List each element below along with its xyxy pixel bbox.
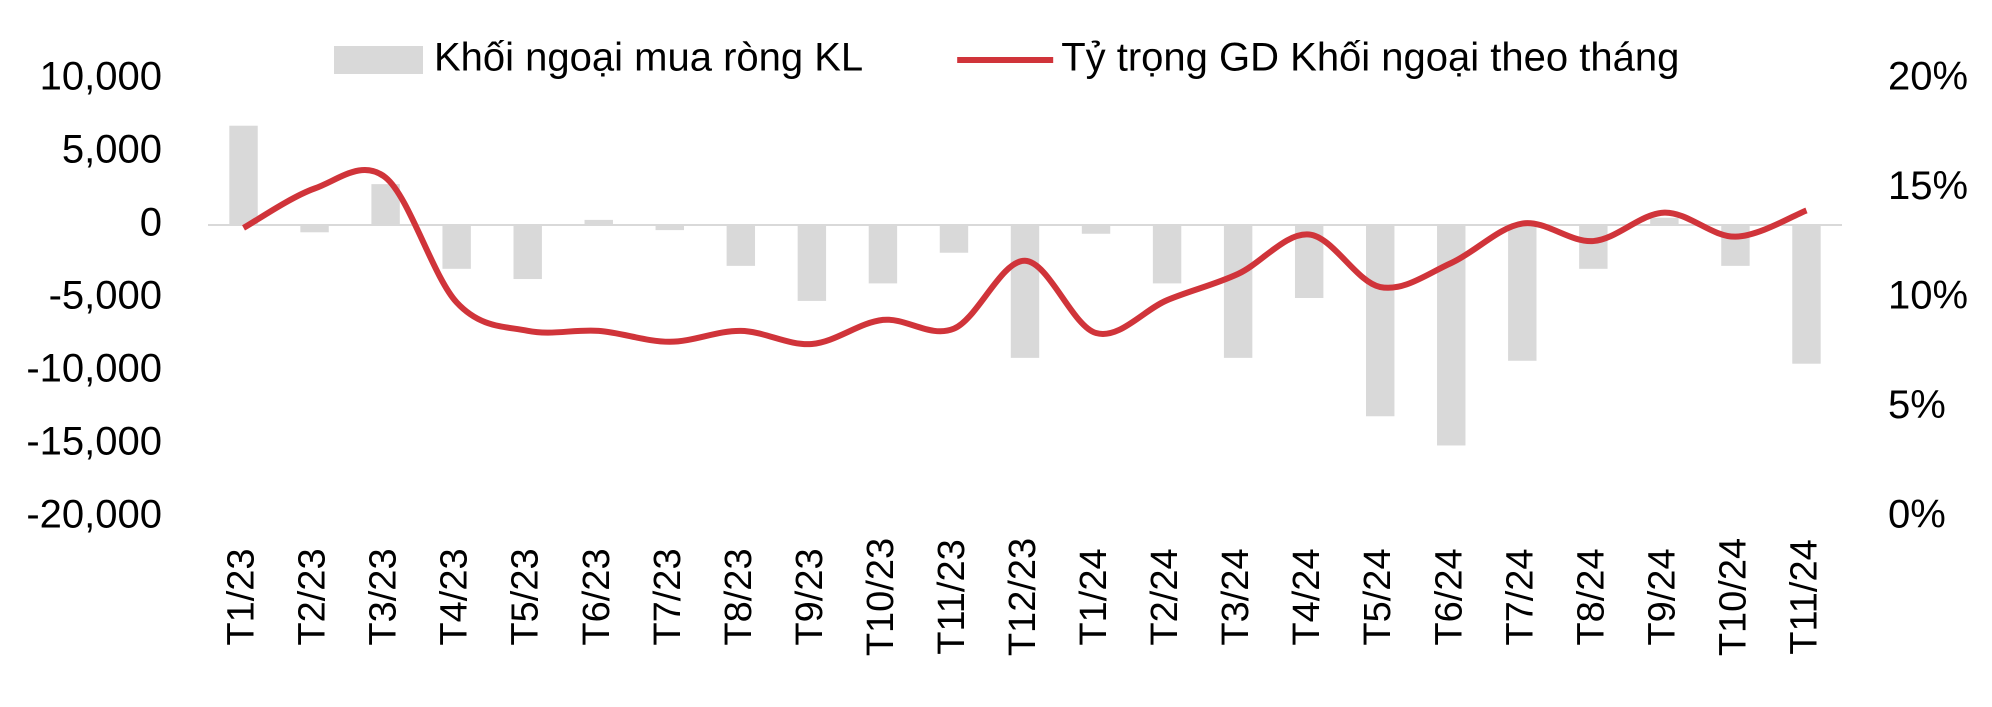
y-tick-label: -15,000 bbox=[26, 420, 162, 464]
x-tick-label: T9/24 bbox=[1641, 548, 1683, 645]
y-tick-label: 10,000 bbox=[40, 55, 162, 99]
x-tick-label: T9/23 bbox=[789, 548, 831, 645]
bar bbox=[726, 225, 756, 266]
y2-tick-label: 15% bbox=[1888, 164, 1968, 208]
bar bbox=[797, 225, 827, 301]
legend-label: Tỷ trọng GD Khối ngoại theo tháng bbox=[1061, 36, 1679, 80]
x-tick-label: T1/24 bbox=[1073, 548, 1115, 645]
bar bbox=[584, 219, 613, 225]
x-tick-label: T7/23 bbox=[647, 548, 689, 645]
x-tick-label: T3/23 bbox=[363, 548, 405, 645]
y2-tick-label: 20% bbox=[1888, 55, 1968, 99]
bar bbox=[513, 225, 542, 280]
bar bbox=[1223, 225, 1253, 358]
bar bbox=[1152, 225, 1182, 284]
x-tick-label: T4/23 bbox=[434, 548, 476, 645]
x-tick-label: T2/24 bbox=[1144, 548, 1186, 645]
x-tick-label: T11/23 bbox=[931, 539, 973, 654]
bar bbox=[442, 225, 471, 269]
x-tick-label: T6/23 bbox=[576, 548, 618, 645]
bar bbox=[1792, 225, 1821, 364]
y2-tick-label: 10% bbox=[1888, 274, 1968, 318]
x-tick-label: T7/24 bbox=[1499, 548, 1541, 645]
x-tick-label: T5/23 bbox=[505, 548, 547, 645]
x-tick-label: T8/24 bbox=[1570, 548, 1612, 645]
bar bbox=[1081, 225, 1111, 234]
bar bbox=[300, 225, 329, 233]
bar bbox=[655, 225, 684, 231]
y-tick-label: -10,000 bbox=[26, 347, 162, 391]
x-tick-label: T12/23 bbox=[1002, 538, 1044, 656]
y-tick-label: -5,000 bbox=[49, 274, 162, 318]
legend-swatch bbox=[334, 46, 423, 74]
x-tick-label: T11/24 bbox=[1784, 539, 1826, 654]
bar bbox=[1579, 225, 1608, 269]
y2-tick-label: 5% bbox=[1888, 383, 1946, 427]
x-tick-label: T3/24 bbox=[1215, 548, 1257, 645]
x-tick-label: T2/23 bbox=[292, 548, 334, 645]
bar bbox=[229, 125, 258, 225]
y-tick-label: -20,000 bbox=[26, 493, 162, 537]
x-tick-label: T4/24 bbox=[1286, 548, 1328, 645]
bar bbox=[1508, 225, 1537, 361]
y2-tick-label: 0% bbox=[1888, 493, 1946, 537]
bar bbox=[1366, 225, 1395, 417]
bar bbox=[939, 225, 969, 253]
x-tick-label: T10/23 bbox=[860, 538, 902, 656]
bar bbox=[1721, 225, 1750, 266]
x-tick-label: T1/23 bbox=[221, 548, 263, 645]
bar bbox=[1010, 225, 1040, 358]
bar bbox=[868, 225, 898, 284]
x-tick-label: T5/24 bbox=[1357, 548, 1399, 645]
x-tick-label: T10/24 bbox=[1712, 538, 1754, 656]
y-tick-label: 0 bbox=[140, 201, 162, 245]
x-tick-label: T8/23 bbox=[718, 548, 760, 645]
legend-label: Khối ngoại mua ròng KL bbox=[434, 36, 863, 80]
y-tick-label: 5,000 bbox=[62, 128, 162, 172]
line bbox=[242, 166, 1808, 348]
bar bbox=[1650, 217, 1679, 225]
x-tick-label: T6/24 bbox=[1428, 548, 1470, 645]
